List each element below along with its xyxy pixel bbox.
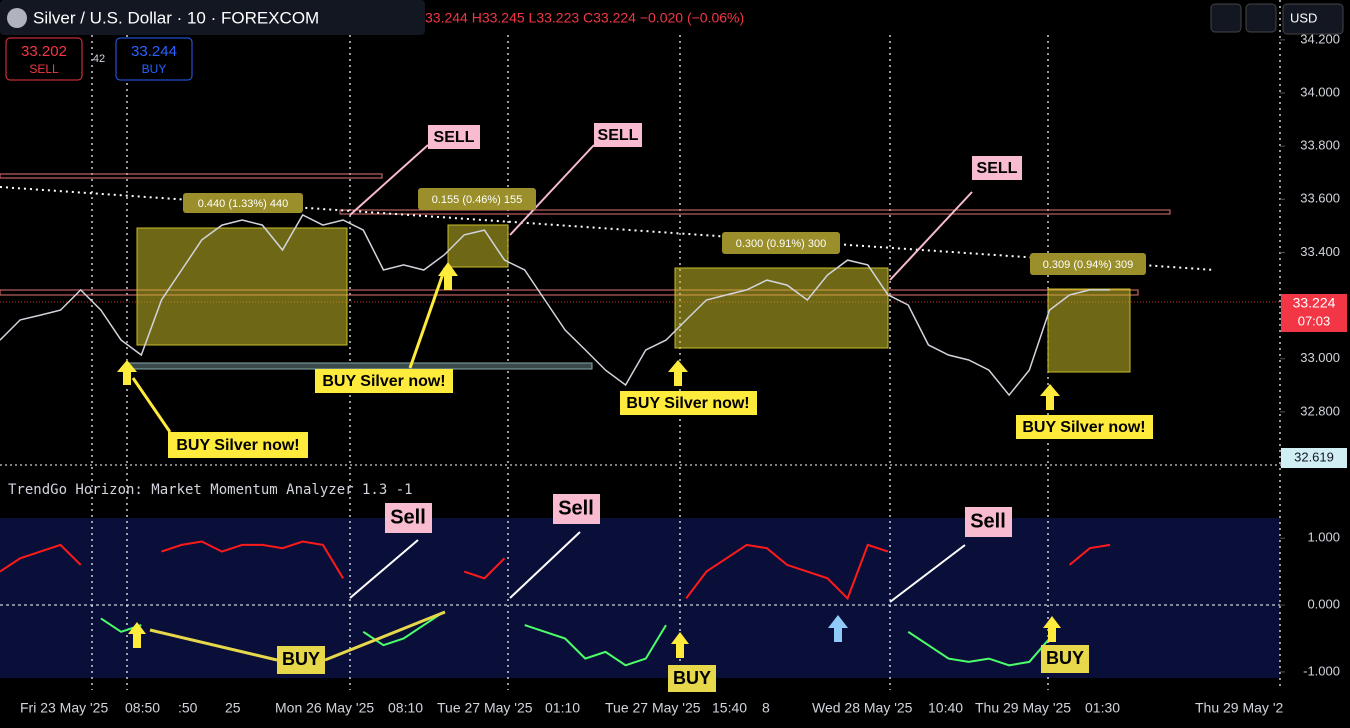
fullscreen-button[interactable]: [1245, 3, 1277, 33]
time-label: 15:40: [712, 700, 747, 716]
time-label: Wed 28 May '25: [812, 700, 913, 716]
y-tick-label: 33.800: [1300, 138, 1340, 153]
low-tag: [1281, 448, 1347, 468]
time-label: Thu 29 May '25: [975, 700, 1071, 716]
measure-label: 0.440 (1.33%) 440: [198, 198, 289, 210]
time-label: 08:10: [388, 700, 423, 716]
time-label: Tue 27 May '25: [437, 700, 533, 716]
ohlc: 33.244 H33.245 L33.223 C33.224 −0.020 (−…: [425, 10, 744, 26]
y-tick-label: 32.800: [1300, 403, 1340, 418]
series-line: [100, 610, 1051, 667]
buy-price: 33.244: [131, 43, 177, 60]
time-label: 25: [225, 700, 241, 716]
current-price: 33.224: [1293, 295, 1336, 311]
y-tick-label: 0.000: [1307, 597, 1340, 612]
buy-label: BUY Silver now!: [626, 395, 749, 412]
time-axis: [0, 692, 1350, 728]
sell-label: SELL: [977, 160, 1018, 177]
sell-price: 33.202: [21, 43, 67, 60]
time-label: 10:40: [928, 700, 963, 716]
symbol-box[interactable]: [0, 0, 425, 35]
time-label: 8: [762, 700, 770, 716]
low-marker: 32.619: [1294, 449, 1334, 464]
y-tick-label: 33.600: [1300, 191, 1340, 206]
time-label: 01:10: [545, 700, 580, 716]
y-tick-label: -1.000: [1303, 663, 1340, 678]
sell-label: SELL: [598, 127, 639, 144]
annotation-labels: SELL SELL SELL BUY Silver now! BUY Silve…: [168, 123, 1153, 693]
y-tick-label: 33.000: [1300, 350, 1340, 365]
measure-label: 0.155 (0.46%) 155: [432, 194, 523, 206]
download-button[interactable]: [1210, 3, 1242, 33]
y-tick-label: 1.000: [1307, 530, 1340, 545]
buy-text: BUY: [142, 62, 167, 76]
time-label: 01:30: [1085, 700, 1120, 716]
osc-buy-label: BUY: [673, 668, 711, 688]
symbol-icon: [7, 8, 27, 28]
buy-label: BUY Silver now!: [322, 373, 445, 390]
y-tick-label: 33.400: [1300, 244, 1340, 259]
sell-label: SELL: [434, 129, 475, 146]
buy-label: BUY Silver now!: [1022, 419, 1145, 436]
time-label: Fri 23 May '25: [20, 700, 108, 716]
osc-buy-label: BUY: [282, 649, 320, 669]
y-tick-label: 34.200: [1300, 31, 1340, 46]
measure-label: 0.309 (0.94%) 309: [1043, 259, 1134, 271]
sell-text: SELL: [29, 62, 59, 76]
sell-button[interactable]: [5, 37, 83, 81]
time-label: :50: [178, 700, 198, 716]
session-lines: [91, 0, 1281, 690]
y-tick-label: 34.000: [1300, 84, 1340, 99]
indicator-title: TrendGo Horizon: Market Momentum Analyze…: [8, 482, 413, 498]
series-line: [0, 540, 1111, 601]
time-label: Mon 26 May '25: [275, 700, 374, 716]
measure-label: 0.300 (0.91%) 300: [736, 238, 827, 250]
osc-buy-label: BUY: [1046, 648, 1084, 668]
series-line: [0, 214, 1110, 397]
pointers: [131, 144, 973, 662]
time-label: 08:50: [125, 700, 160, 716]
price-tag: [1281, 294, 1347, 332]
spread: 42: [93, 53, 105, 65]
buy-label: BUY Silver now!: [176, 437, 299, 454]
buy-arrows: [117, 262, 1061, 658]
osc-sell-label: Sell: [558, 497, 594, 519]
buy-button[interactable]: [115, 37, 193, 81]
osc-sell-label: Sell: [970, 510, 1006, 532]
currency-select[interactable]: [1282, 3, 1344, 35]
time-label: Thu 29 May '2: [1195, 700, 1283, 716]
countdown: 07:03: [1298, 313, 1331, 328]
time-label: Tue 27 May '25: [605, 700, 701, 716]
symbol: Silver / U.S. Dollar · 10 · FOREXCOM: [33, 8, 319, 27]
osc-sell-label: Sell: [390, 506, 426, 528]
currency: USD: [1290, 10, 1317, 25]
range-boxes: [136, 224, 1131, 373]
